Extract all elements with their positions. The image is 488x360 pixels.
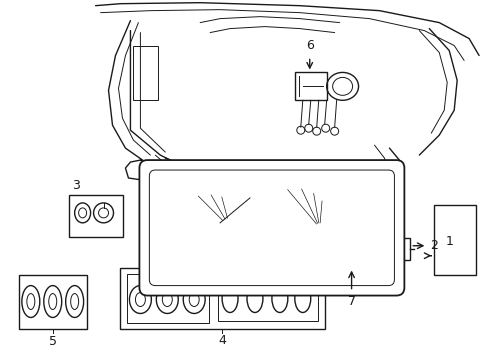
- Text: 5: 5: [49, 336, 57, 348]
- Bar: [127, 274, 209, 323]
- Text: 6: 6: [305, 40, 313, 53]
- Text: 4: 4: [218, 334, 225, 347]
- Bar: [433, 205, 475, 275]
- Bar: [392, 238, 409, 260]
- Bar: [120, 268, 324, 329]
- Text: 1: 1: [445, 235, 452, 248]
- Bar: [294, 72, 326, 100]
- Bar: [19, 275, 86, 329]
- Text: 3: 3: [72, 179, 80, 192]
- Text: 2: 2: [429, 239, 437, 252]
- Bar: [133, 45, 158, 100]
- Bar: [68, 195, 123, 237]
- FancyBboxPatch shape: [139, 160, 404, 296]
- Bar: [344, 271, 358, 287]
- Bar: [341, 268, 361, 289]
- Bar: [220, 284, 240, 293]
- Text: 7: 7: [347, 294, 355, 307]
- Bar: [218, 276, 317, 321]
- Bar: [307, 284, 327, 293]
